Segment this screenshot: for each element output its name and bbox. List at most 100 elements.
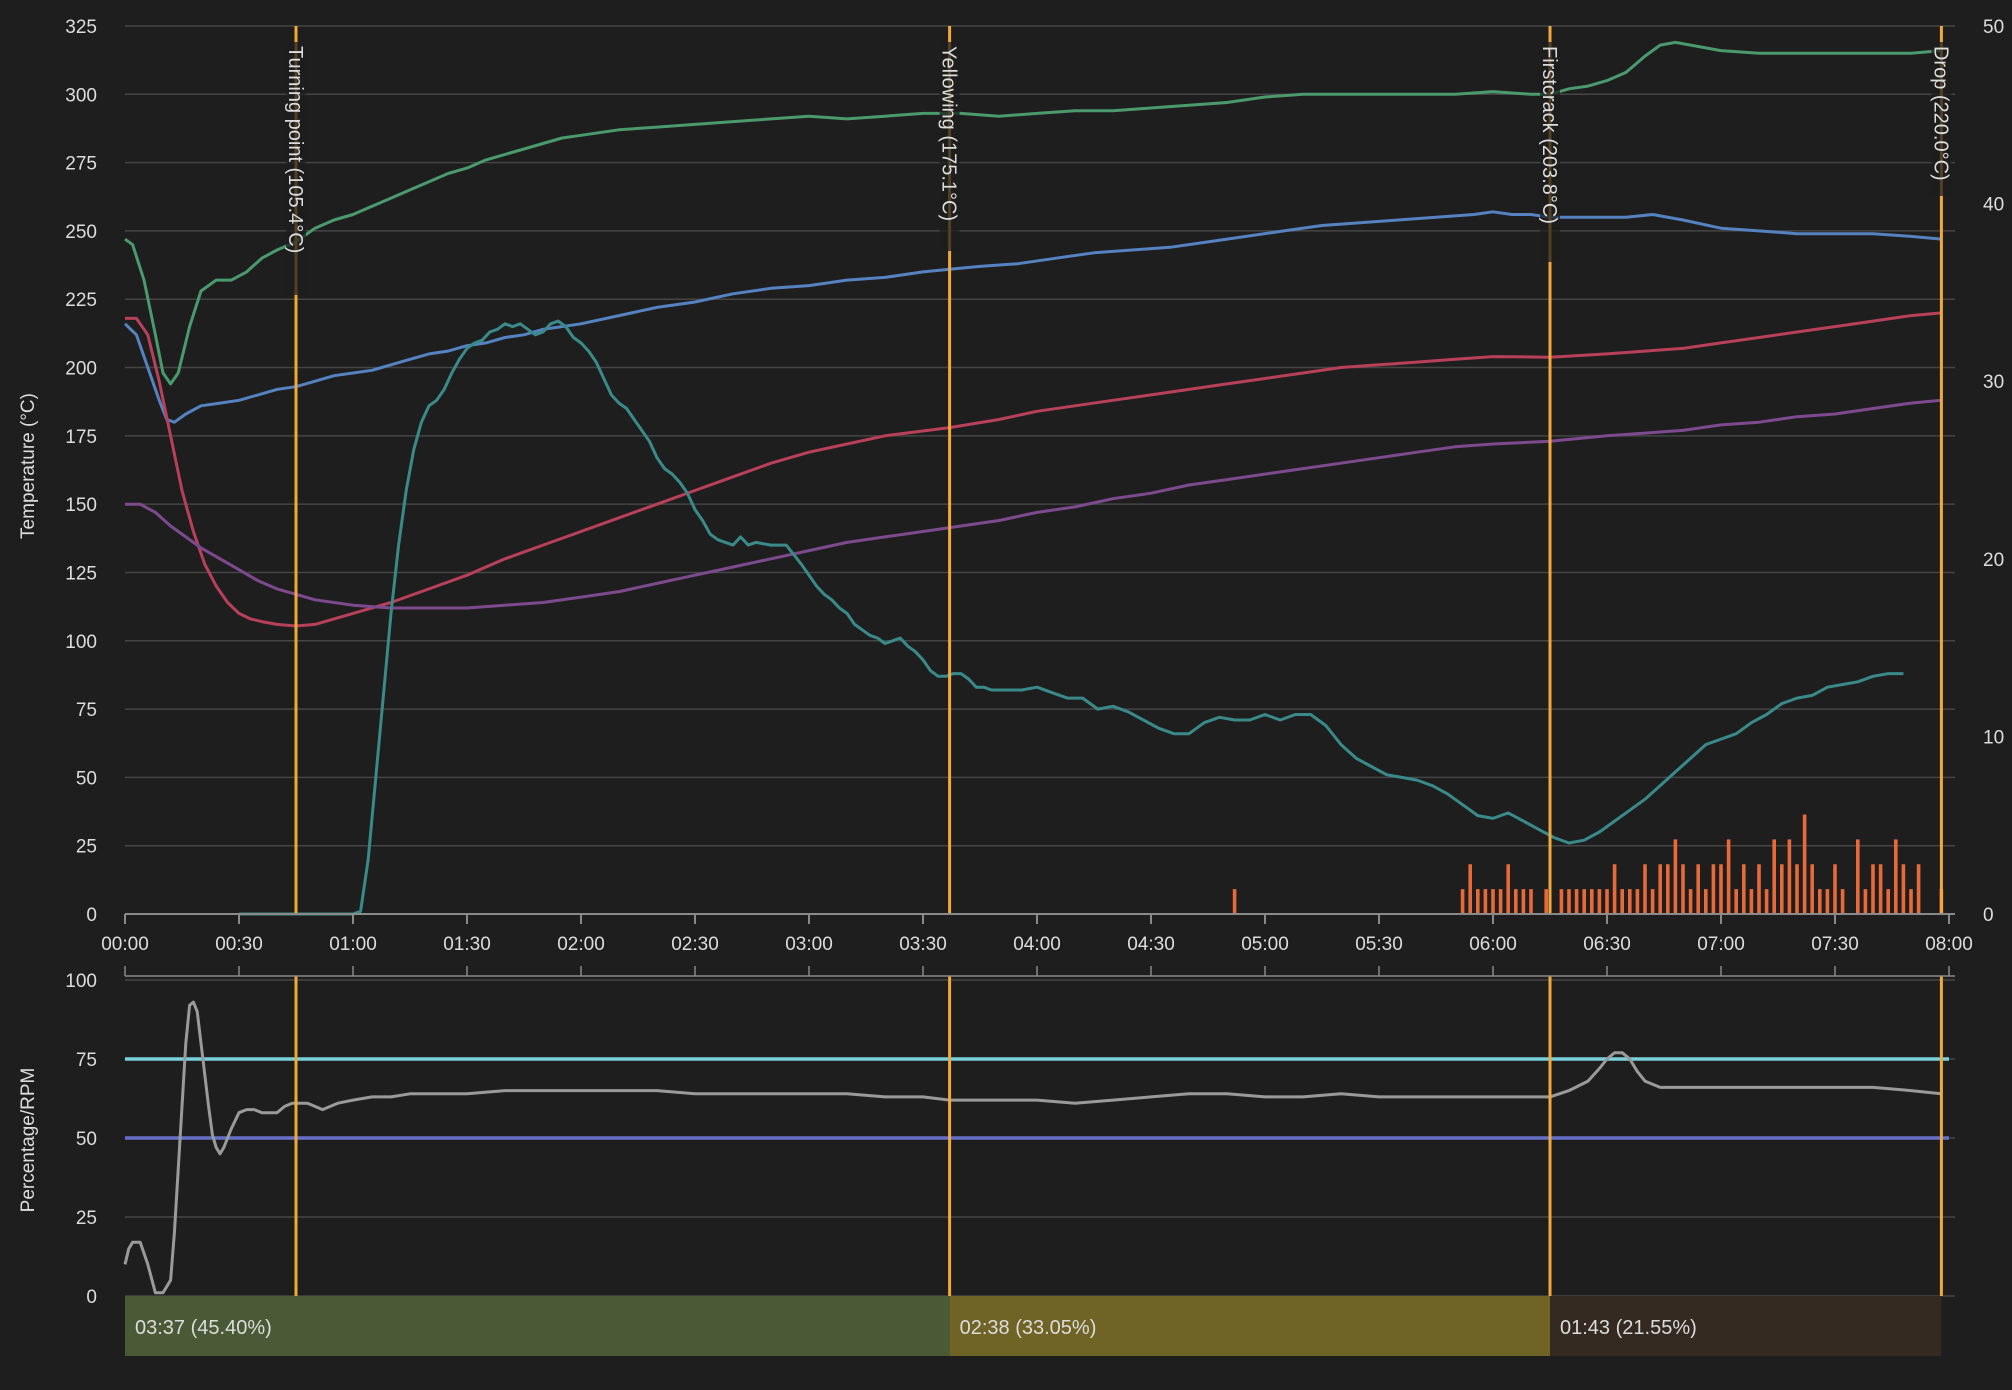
ror-bar bbox=[1491, 889, 1495, 914]
ror-bar bbox=[1825, 889, 1830, 914]
x-tick-label: 04:30 bbox=[1127, 934, 1175, 955]
temperature-series bbox=[123, 40, 1942, 916]
ror-bar bbox=[1666, 864, 1670, 914]
phase-label: 02:38 (33.05%) bbox=[960, 1317, 1097, 1339]
temperature-series-line bbox=[125, 311, 1942, 628]
x-tick-label: 03:00 bbox=[785, 934, 833, 955]
event-label: Turning point (105.4°C) bbox=[284, 46, 306, 253]
y-tick-label-temp: 125 bbox=[65, 563, 97, 584]
temperature-series-line bbox=[239, 319, 1904, 916]
ror-bar bbox=[1597, 889, 1602, 914]
ror-bar bbox=[1749, 889, 1754, 914]
y2-tick-label: 40 bbox=[1983, 195, 2004, 216]
y-tick-label-temp: 250 bbox=[65, 222, 97, 243]
ror-bar bbox=[1460, 889, 1465, 914]
ror-bar bbox=[1232, 889, 1237, 914]
ror-bar bbox=[1476, 889, 1480, 914]
y2-tick-label: 10 bbox=[1983, 727, 2004, 748]
y-tick-label-temp: 50 bbox=[76, 768, 97, 789]
x-tick-label: 02:00 bbox=[557, 934, 605, 955]
x-tick-label: 05:00 bbox=[1241, 934, 1289, 955]
y-tick-label-percentage: 25 bbox=[76, 1208, 97, 1229]
event-label-backdrop bbox=[286, 42, 306, 295]
ror-bar bbox=[1711, 864, 1716, 914]
ror-bar bbox=[1658, 864, 1662, 914]
y-tick-label-percentage: 0 bbox=[86, 1287, 97, 1308]
ror-bar bbox=[1673, 839, 1678, 914]
y-tick-label-temp: 75 bbox=[76, 700, 97, 721]
event-label-backdrop bbox=[1931, 42, 1952, 196]
phase-label: 01:43 (21.55%) bbox=[1560, 1317, 1697, 1339]
ror-bar bbox=[1901, 864, 1906, 914]
y-tick-label-temp: 0 bbox=[86, 905, 97, 926]
x-tick-label: 04:00 bbox=[1013, 934, 1061, 955]
ror-bar bbox=[1688, 889, 1693, 914]
ror-bar bbox=[1590, 889, 1594, 914]
event-label: Firstcrack (203.8°C) bbox=[1538, 46, 1560, 224]
event-label-backdrop bbox=[1540, 42, 1560, 262]
x-tick-label: 01:00 bbox=[329, 934, 377, 955]
y-tick-label-percentage: 75 bbox=[76, 1050, 97, 1071]
event-markers: Turning point (105.4°C) Yellowing (175.1°… bbox=[284, 26, 1952, 1296]
x-tick-label: 08:00 bbox=[1925, 934, 1973, 955]
y2-tick-label: 0 bbox=[1983, 905, 1994, 926]
event-label: Drop (220.0°C) bbox=[1929, 46, 1951, 181]
ror-bar bbox=[1878, 864, 1883, 914]
y2-tick-label: 50 bbox=[1983, 17, 2004, 38]
y2-tick-label: 30 bbox=[1983, 372, 2004, 393]
y-tick-label-temp: 150 bbox=[65, 495, 97, 516]
ror-bar bbox=[1559, 889, 1564, 914]
ror-bar bbox=[1574, 889, 1579, 914]
bottom-series bbox=[123, 1000, 1949, 1295]
y-tick-label-temp: 325 bbox=[65, 17, 97, 38]
ror-bar bbox=[1643, 864, 1647, 914]
phase-label: 03:37 (45.40%) bbox=[135, 1317, 272, 1339]
ror-bar bbox=[1871, 864, 1875, 914]
ror-bar bbox=[1909, 889, 1913, 914]
ror-bar bbox=[1704, 889, 1708, 914]
temperature-series-line bbox=[125, 398, 1942, 610]
phase-bar: 03:37 (45.40%) 02:38 (33.05%) 01:43 (21.55… bbox=[125, 1296, 1942, 1356]
x-tick-label: 05:30 bbox=[1355, 934, 1403, 955]
y-tick-label-temp: 100 bbox=[65, 632, 97, 653]
y-axis-label-temperature: Temperature (°C) bbox=[18, 393, 39, 539]
ror-bar bbox=[1787, 839, 1792, 914]
ror-bar bbox=[1916, 864, 1921, 914]
ror-bar bbox=[1612, 864, 1617, 914]
x-tick-label: 06:30 bbox=[1583, 934, 1631, 955]
event-label: Yellowing (175.1°C) bbox=[938, 46, 960, 221]
ror-bar bbox=[1468, 864, 1472, 914]
ror-bar bbox=[1818, 889, 1822, 914]
axes: 0255075100125150175200225250275300325010… bbox=[65, 17, 2004, 1308]
ror-bar bbox=[1795, 864, 1799, 914]
temperature-series-line bbox=[124, 40, 1942, 386]
ror-bar bbox=[1529, 889, 1533, 914]
y-tick-label-percentage: 100 bbox=[65, 971, 97, 992]
phase-segment bbox=[125, 1296, 950, 1356]
ror-bar bbox=[1650, 889, 1655, 914]
ror-bar bbox=[1620, 889, 1624, 914]
x-tick-label: 01:30 bbox=[443, 934, 491, 955]
y-tick-label-temp: 225 bbox=[65, 290, 97, 311]
ror-bar bbox=[1506, 864, 1510, 914]
ror-bar bbox=[1719, 864, 1723, 914]
ror-bar bbox=[1742, 864, 1746, 914]
ror-bar bbox=[1764, 889, 1769, 914]
ror-bar bbox=[1734, 889, 1738, 914]
y-tick-label-percentage: 50 bbox=[76, 1129, 97, 1150]
ror-bar bbox=[1802, 814, 1807, 914]
ror-bar bbox=[1582, 889, 1586, 914]
ror-bar bbox=[1681, 864, 1685, 914]
ror-bar bbox=[1886, 889, 1890, 914]
x-tick-label: 02:30 bbox=[671, 934, 719, 955]
ror-bars bbox=[1232, 814, 1944, 914]
ror-bar bbox=[1498, 889, 1503, 914]
ror-bar bbox=[1856, 839, 1860, 914]
x-tick-label: 06:00 bbox=[1469, 934, 1517, 955]
ror-bar bbox=[1863, 889, 1868, 914]
y-tick-label-temp: 300 bbox=[65, 85, 97, 106]
ror-bar bbox=[1628, 889, 1632, 914]
ror-bar bbox=[1726, 839, 1731, 914]
x-tick-label: 07:00 bbox=[1697, 934, 1745, 955]
